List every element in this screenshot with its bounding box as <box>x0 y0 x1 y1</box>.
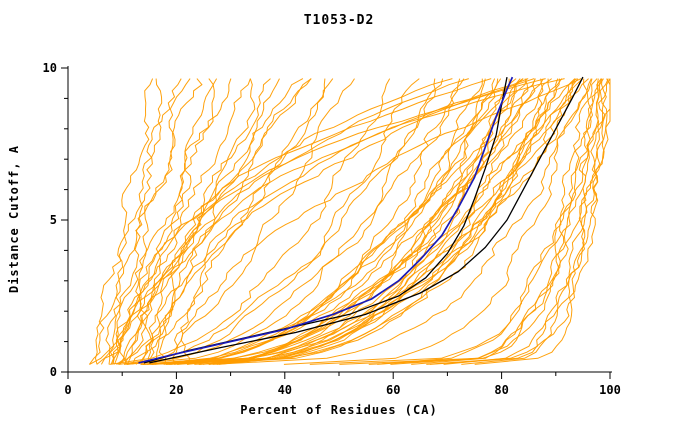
ensemble-curve <box>170 78 536 365</box>
ensemble-curve <box>390 78 607 365</box>
ensemble-curve <box>443 78 611 365</box>
x-tick-label: 60 <box>386 383 400 397</box>
ensemble-curve <box>309 78 594 365</box>
ensemble-curve <box>163 78 499 365</box>
ensemble-curve <box>126 78 492 365</box>
ensemble-curve <box>377 78 602 365</box>
y-tick-label: 5 <box>50 213 57 227</box>
model-blue <box>138 76 514 364</box>
ensemble-curve <box>116 78 280 365</box>
ensemble-curve <box>89 78 218 365</box>
ensemble-curve <box>123 78 465 365</box>
ensemble-curve <box>126 78 420 365</box>
ensemble-curve <box>126 78 437 365</box>
ensemble-curve <box>216 78 552 365</box>
ensemble-curve <box>194 78 583 365</box>
ensemble-curve <box>158 78 546 365</box>
y-tick-label: 0 <box>50 365 57 379</box>
ensemble-curve <box>148 78 529 365</box>
ensemble-curve <box>339 78 598 365</box>
ensemble-curve <box>218 78 579 365</box>
ensemble-curve <box>119 78 214 365</box>
ensemble-curve <box>135 78 326 365</box>
axes-layer: 0 20 40 60 80 100 0 5 10 <box>43 61 621 397</box>
ensemble-curve <box>165 78 521 365</box>
ensemble-curve <box>474 78 609 365</box>
ensemble-curve <box>100 78 251 365</box>
x-tick-label: 20 <box>169 383 183 397</box>
x-tick-label: 80 <box>494 383 508 397</box>
ensemble-curve <box>176 78 517 365</box>
y-tick-label: 10 <box>43 61 57 75</box>
x-axis-label: Percent of Residues (CA) <box>240 403 437 417</box>
ensemble-curve <box>461 78 604 365</box>
ensemble-curve <box>118 78 444 365</box>
ensemble-curve <box>171 78 582 365</box>
ensemble-curve <box>142 78 496 365</box>
x-tick-label: 0 <box>64 383 71 397</box>
x-tick-label: 100 <box>599 383 621 397</box>
chart-title: T1053-D2 <box>304 13 375 28</box>
ensemble-curve <box>283 78 588 365</box>
ensemble-curve <box>208 78 577 365</box>
ensemble-curve <box>114 78 191 365</box>
ensemble-curve <box>105 78 203 365</box>
ensemble-curve <box>88 78 154 365</box>
ensemble-curve <box>151 78 544 365</box>
ensemble-curve <box>180 78 565 365</box>
ensemble-curve <box>132 78 256 365</box>
ensemble-curve <box>94 78 182 365</box>
ensemble-curve <box>141 78 461 365</box>
ensemble-curve <box>208 78 544 365</box>
ensemble-curve <box>140 78 469 365</box>
ensemble-curve <box>411 78 599 365</box>
model-black-2 <box>149 76 584 364</box>
ensemble-curve <box>109 78 391 365</box>
ensemble-curve <box>152 78 355 365</box>
ensemble-curve <box>146 78 551 365</box>
ensemble-curve <box>112 78 312 365</box>
curves-layer <box>88 76 611 365</box>
ensemble-curve <box>429 78 611 365</box>
ensemble-curve <box>212 78 593 365</box>
ensemble-curve <box>198 78 563 365</box>
ensemble-curve <box>96 78 163 365</box>
x-tick-label: 40 <box>278 383 292 397</box>
ensemble-curve <box>426 78 611 365</box>
ensemble-curve <box>141 78 312 365</box>
ensemble-curve <box>166 78 576 365</box>
y-axis-label: Distance Cutoff, A <box>7 145 21 293</box>
